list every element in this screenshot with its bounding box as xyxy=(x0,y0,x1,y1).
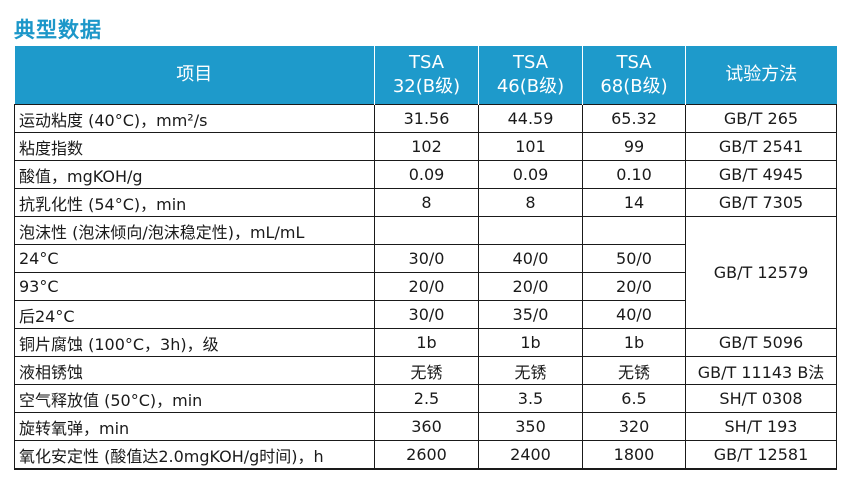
row-method: SH/T 193 xyxy=(685,412,837,441)
row-value-32: 30/0 xyxy=(374,244,479,273)
row-value-68: 1b xyxy=(582,328,686,357)
row-name: 24°C xyxy=(14,244,375,273)
header-grade-68-line1: TSA xyxy=(616,52,652,73)
row-value-68: 1800 xyxy=(582,440,686,470)
row-value-68: 65.32 xyxy=(582,104,686,133)
header-grade-46-line2: 46(B级) xyxy=(496,76,565,97)
table-row: 酸值，mgKOH/g 0.09 0.09 0.10 GB/T 4945 xyxy=(14,160,837,189)
row-value-32: 2600 xyxy=(374,440,479,470)
header-item: 项目 xyxy=(14,46,375,105)
page-title: 典型数据 xyxy=(14,18,102,42)
row-value-68: 320 xyxy=(582,412,686,441)
row-name: 氧化安定性 (酸值达2.0mgKOH/g时间)，h xyxy=(14,440,375,470)
row-value-68: 0.10 xyxy=(582,160,686,189)
row-name: 空气释放值 (50°C)，min xyxy=(14,384,375,413)
row-value-68: 99 xyxy=(582,132,686,161)
row-value-68: 无锈 xyxy=(582,356,686,385)
row-method: SH/T 0308 xyxy=(685,384,837,413)
row-value-46: 3.5 xyxy=(478,384,583,413)
table-row: 运动粘度 (40°C)，mm²/s 31.56 44.59 65.32 GB/T… xyxy=(14,104,837,133)
row-value-68 xyxy=(582,216,686,245)
table-row: 铜片腐蚀 (100°C，3h)，级 1b 1b 1b GB/T 5096 xyxy=(14,328,837,357)
row-value-46: 40/0 xyxy=(478,244,583,273)
header-method: 试验方法 xyxy=(685,46,837,105)
table-row: 后24°C 30/0 35/0 40/0 xyxy=(14,300,837,329)
row-method: GB/T 4945 xyxy=(685,160,837,189)
row-value-46: 1b xyxy=(478,328,583,357)
table-row: 抗乳化性 (54°C)，min 8 8 14 GB/T 7305 xyxy=(14,188,837,217)
table-row: 液相锈蚀 无锈 无锈 无锈 GB/T 11143 B法 xyxy=(14,356,837,385)
table-row: 泡沫性 (泡沫倾向/泡沫稳定性)，mL/mL GB/T 12579 xyxy=(14,216,837,329)
row-value-68: 40/0 xyxy=(582,300,686,329)
row-method: GB/T 5096 xyxy=(685,328,837,357)
row-name: 抗乳化性 (54°C)，min xyxy=(14,188,375,217)
header-grade-46-line1: TSA xyxy=(512,52,549,73)
table-row: 粘度指数 102 101 99 GB/T 2541 xyxy=(14,132,837,161)
row-name: 运动粘度 (40°C)，mm²/s xyxy=(14,104,375,133)
table-header-row: 项目 TSA 32(B级) TSA 46(B级) TSA 68(B级) 试验方法 xyxy=(14,46,837,105)
row-value-32: 360 xyxy=(374,412,479,441)
row-value-32: 无锈 xyxy=(374,356,479,385)
table-row: 93°C 20/0 20/0 20/0 xyxy=(14,272,837,301)
row-value-68: 6.5 xyxy=(582,384,686,413)
header-grade-32: TSA 32(B级) xyxy=(374,46,479,105)
row-value-46: 35/0 xyxy=(478,300,583,329)
header-grade-32-line1: TSA xyxy=(408,52,445,73)
row-name: 后24°C xyxy=(14,300,375,329)
row-value-32: 0.09 xyxy=(374,160,479,189)
table-row: 旋转氧弹，min 360 350 320 SH/T 193 xyxy=(14,412,837,441)
row-value-46: 8 xyxy=(478,188,583,217)
row-name: 93°C xyxy=(14,272,375,301)
row-method: GB/T 11143 B法 xyxy=(685,356,837,385)
row-method: GB/T 7305 xyxy=(685,188,837,217)
row-method: GB/T 2541 xyxy=(685,132,837,161)
row-name: 粘度指数 xyxy=(14,132,375,161)
row-value-32 xyxy=(374,216,479,245)
row-value-46 xyxy=(478,216,583,245)
row-value-68: 14 xyxy=(582,188,686,217)
row-method: GB/T 12581 xyxy=(685,440,837,470)
header-grade-68: TSA 68(B级) xyxy=(582,46,686,105)
row-value-32: 8 xyxy=(374,188,479,217)
row-name: 旋转氧弹，min xyxy=(14,412,375,441)
row-name: 液相锈蚀 xyxy=(14,356,375,385)
row-value-32: 102 xyxy=(374,132,479,161)
row-method: GB/T 265 xyxy=(685,104,837,133)
header-grade-32-line2: 32(B级) xyxy=(392,76,461,97)
row-value-46: 无锈 xyxy=(478,356,583,385)
row-value-46: 0.09 xyxy=(478,160,583,189)
table-row: 空气释放值 (50°C)，min 2.5 3.5 6.5 SH/T 0308 xyxy=(14,384,837,413)
header-grade-46: TSA 46(B级) xyxy=(478,46,583,105)
typical-data-table: 项目 TSA 32(B级) TSA 46(B级) TSA 68(B级) 试验方法… xyxy=(14,46,837,470)
row-value-46: 101 xyxy=(478,132,583,161)
table-row: 24°C 30/0 40/0 50/0 xyxy=(14,244,837,273)
row-value-46: 20/0 xyxy=(478,272,583,301)
row-name: 酸值，mgKOH/g xyxy=(14,160,375,189)
row-value-46: 350 xyxy=(478,412,583,441)
row-value-46: 44.59 xyxy=(478,104,583,133)
row-value-68: 20/0 xyxy=(582,272,686,301)
row-value-46: 2400 xyxy=(478,440,583,470)
row-value-32: 2.5 xyxy=(374,384,479,413)
row-value-32: 20/0 xyxy=(374,272,479,301)
table-row: 氧化安定性 (酸值达2.0mgKOH/g时间)，h 2600 2400 1800… xyxy=(14,440,837,470)
row-name: 泡沫性 (泡沫倾向/泡沫稳定性)，mL/mL xyxy=(14,216,375,245)
row-value-32: 30/0 xyxy=(374,300,479,329)
row-value-32: 1b xyxy=(374,328,479,357)
header-grade-68-line2: 68(B级) xyxy=(600,76,668,97)
row-value-68: 50/0 xyxy=(582,244,686,273)
row-name: 铜片腐蚀 (100°C，3h)，级 xyxy=(14,328,375,357)
row-value-32: 31.56 xyxy=(374,104,479,133)
row-method: GB/T 12579 xyxy=(685,216,837,329)
